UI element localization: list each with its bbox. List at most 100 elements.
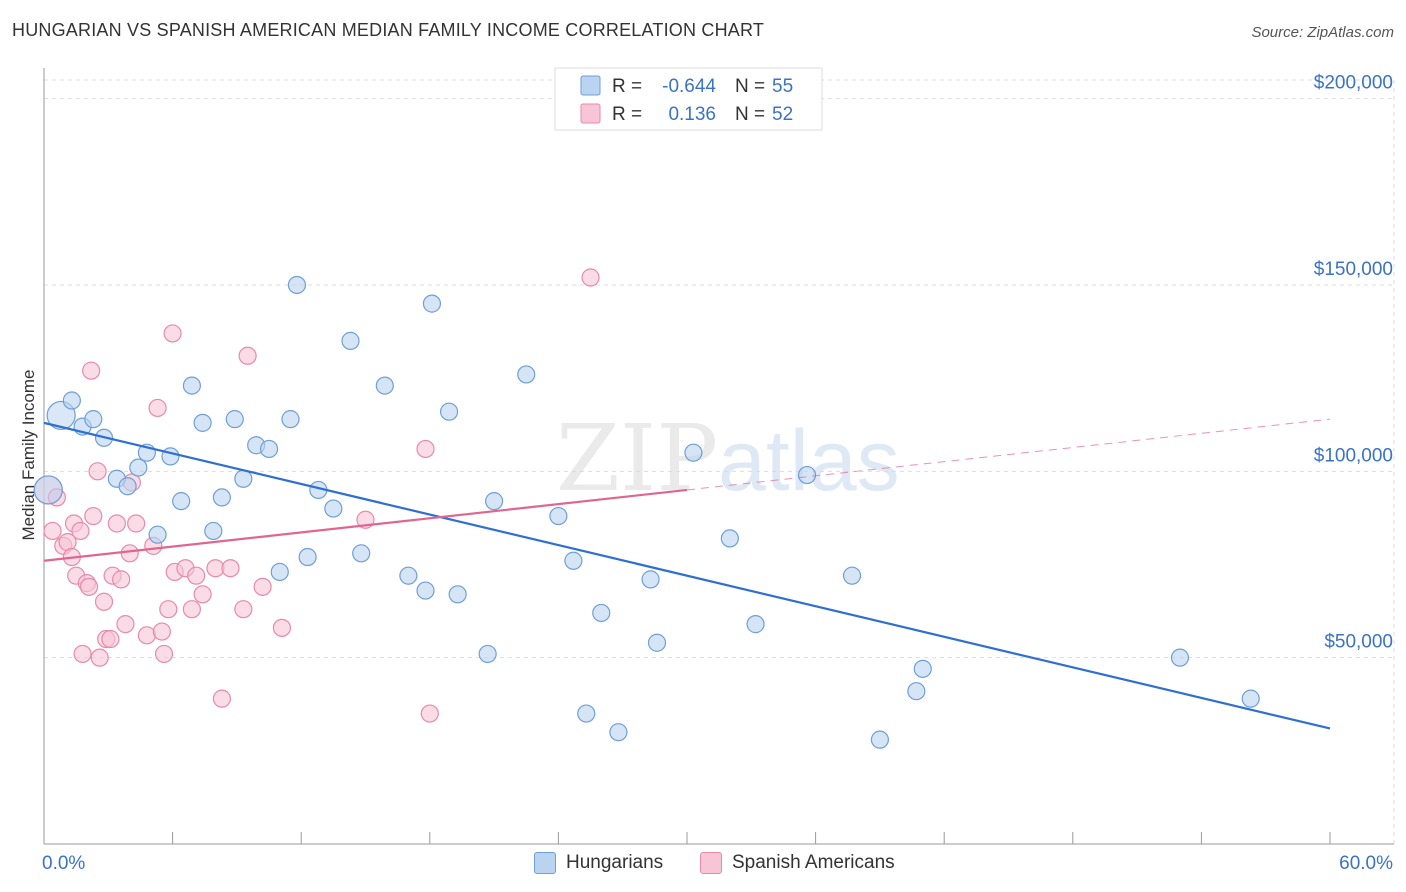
spanish-american-point (112, 570, 131, 589)
hungarian-point (564, 551, 583, 570)
hungarian-point (118, 477, 137, 496)
spanish-american-point (253, 577, 272, 596)
hungarian-point (352, 544, 371, 563)
hungarian-point (577, 704, 596, 723)
y-tick-label: $100,000 (1314, 445, 1393, 466)
spanish-american-point (221, 559, 240, 578)
spanish-american-point (154, 644, 174, 664)
hungarian-point (797, 465, 817, 485)
spanish-american-point (416, 439, 435, 459)
spanish-american-point (581, 268, 600, 287)
spanish-american-point (107, 514, 126, 533)
legend-r-value-spanish-americans: 0.136 (668, 104, 716, 125)
hungarian-trend-line (43, 421, 1331, 730)
spanish-american-point (182, 600, 201, 619)
hungarian-point (341, 331, 360, 350)
spanish-american-point (159, 600, 178, 619)
hungarian-point (641, 570, 660, 589)
hungarian-point (842, 566, 862, 585)
hungarian-point (720, 529, 739, 548)
hungarian-point (399, 566, 418, 585)
legend-top: R = -0.644 N = 55 R = 0.136 N = 52 (554, 67, 823, 131)
x-tick-label-max: 60.0% (1339, 853, 1393, 874)
hungarian-point (1170, 648, 1190, 667)
legend-item-spanish-americans: Spanish Americans (700, 852, 895, 874)
watermark-atlas: atlas (718, 413, 900, 509)
spanish-american-trend-line (43, 488, 688, 562)
spanish-american-point (116, 615, 135, 634)
legend-bottom: Hungarians Spanish Americans (0, 850, 1406, 880)
y-tick-label: $150,000 (1314, 259, 1393, 280)
spanish-american-point (79, 577, 99, 596)
spanish-american-point (193, 585, 212, 604)
hungarian-point (225, 410, 244, 429)
legend-item-hungarians: Hungarians (534, 852, 663, 874)
hungarian-point (517, 365, 536, 384)
spanish-american-point (43, 521, 62, 541)
legend-bottom-label-hungarians: Hungarians (566, 852, 664, 873)
hungarian-point (422, 294, 442, 313)
legend-r-value-hungarians: -0.644 (662, 76, 716, 97)
chart-title: HUNGARIAN VS SPANISH AMERICAN MEDIAN FAM… (12, 20, 765, 40)
hungarian-point (129, 458, 148, 477)
hungarian-point (234, 469, 253, 488)
hungarian-point (870, 730, 890, 749)
y-axis-label: Median Family Income (19, 369, 38, 540)
hungarian-point (298, 547, 317, 567)
spanish-american-point (137, 626, 156, 645)
spanish-american-point (73, 644, 92, 664)
spanish-american-point (71, 521, 90, 541)
legend-n-value-spanish-americans: 52 (772, 104, 793, 125)
spanish-american-point (420, 704, 439, 723)
hungarian-point (907, 682, 926, 701)
legend-n-value-hungarians: 55 (772, 76, 793, 97)
y-tick-label: $200,000 (1314, 73, 1393, 94)
hungarian-point (647, 633, 667, 652)
hungarian-point (287, 275, 307, 295)
hungarian-point (478, 644, 497, 664)
hungarian-point (439, 402, 459, 421)
hungarian-point (33, 475, 63, 505)
hungarian-point (375, 376, 394, 395)
legend-n-label-hungarians: N = (735, 76, 765, 97)
spanish-american-point (88, 462, 107, 481)
trend-lines (43, 418, 1331, 730)
hungarian-point (193, 413, 212, 432)
spanish-american-point (272, 618, 292, 637)
hungarian-point (684, 443, 703, 462)
hungarian-point (270, 562, 289, 582)
spanish-american-point (238, 346, 257, 365)
y-tick-label: $50,000 (1324, 632, 1393, 653)
legend-bottom-label-spanish-americans: Spanish Americans (732, 852, 895, 873)
spanish-american-point (212, 689, 231, 708)
hungarian-point (62, 391, 81, 410)
hungarian-point (259, 439, 279, 459)
hungarian-point (281, 410, 300, 429)
hungarian-point (212, 488, 231, 507)
legend-swatch-hungarians (580, 75, 601, 96)
spanish-american-point (234, 600, 253, 619)
spanish-american-point (82, 361, 101, 380)
hungarian-point (549, 506, 568, 526)
legend-bottom-swatch-spanish-americans (700, 852, 722, 874)
spanish-american-trend-extension (686, 418, 1331, 491)
hungarian-point (609, 723, 628, 742)
hungarian-point (416, 581, 435, 600)
hungarian-point (1241, 689, 1260, 708)
hungarian-point (592, 603, 611, 623)
hungarian-point (913, 659, 932, 678)
spanish-american-point (163, 324, 182, 343)
spanish-american-point (94, 592, 114, 611)
hungarian-points (33, 275, 1260, 749)
hungarian-point (746, 615, 765, 634)
hungarian-point (485, 492, 504, 511)
hungarian-point (148, 525, 167, 544)
spanish-american-point (90, 648, 109, 667)
source-label: Source: ZipAtlas.com (1251, 24, 1394, 41)
spanish-american-point (127, 514, 146, 533)
hungarian-point (182, 376, 201, 395)
spanish-american-point (120, 544, 139, 563)
legend-r-label-spanish-americans: R = (612, 104, 642, 125)
spanish-american-point (148, 398, 167, 418)
